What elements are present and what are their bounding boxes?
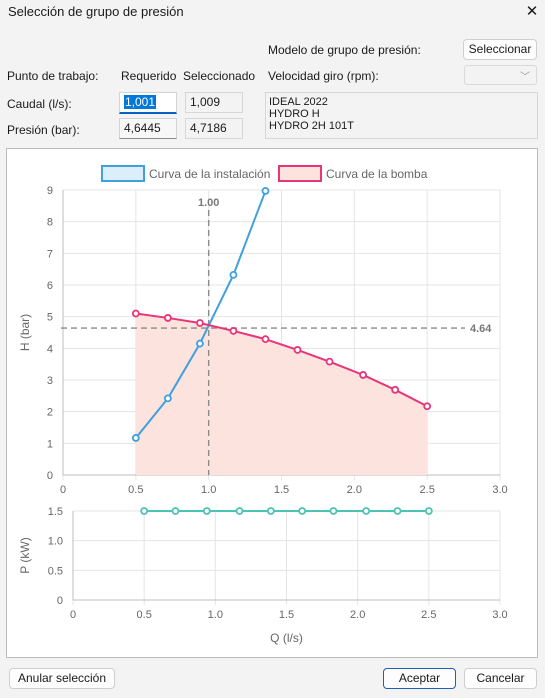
pump-point — [229, 327, 238, 335]
clear-selection-button[interactable]: Anular selección — [9, 668, 115, 689]
y-tick-label: 0.5 — [48, 565, 63, 577]
flow-label: Caudal (l/s): — [7, 97, 72, 111]
pump-point — [163, 314, 172, 322]
x-tick-label: 3.0 — [492, 609, 507, 621]
pump-point — [325, 357, 334, 366]
power-point — [362, 507, 371, 515]
pump-point — [423, 402, 432, 411]
pump-point — [391, 385, 400, 394]
legend-swatch — [278, 165, 322, 182]
select-button[interactable]: Seleccionar — [463, 39, 537, 60]
flow-required-input[interactable]: 1,001 — [119, 92, 177, 114]
x-tick-label: 0 — [70, 609, 76, 621]
x-tick-label: 2.0 — [347, 484, 362, 496]
chart-svg: Curva de la instalación Curva de la bomba… — [18, 165, 508, 645]
pressure-required-input[interactable]: 4,6445 — [119, 118, 177, 139]
pump-curve-line — [135, 312, 428, 408]
x-tick-label: 2.5 — [421, 609, 436, 621]
installation-point — [196, 339, 204, 348]
x-tick-label: 1.0 — [201, 484, 216, 496]
pump-point — [293, 346, 302, 354]
crosshair-y-label: 4.64 — [470, 323, 492, 335]
accept-button[interactable]: Aceptar — [383, 668, 456, 689]
pump-point — [131, 309, 140, 318]
x-tick-label: 0 — [60, 484, 66, 496]
model-label: Modelo de grupo de presión: — [268, 43, 421, 57]
y-tick-label: 0 — [47, 470, 53, 482]
x-tick-label: 0.5 — [137, 609, 152, 621]
cancel-button[interactable]: Cancelar — [464, 668, 537, 689]
crosshair-x-label: 1.00 — [198, 197, 219, 209]
x-tick-label: 1.5 — [279, 609, 294, 621]
x-tick-label: 1.5 — [274, 484, 289, 496]
chart-panel: Curva de la instalación Curva de la bomba… — [6, 148, 538, 658]
y-tick-label: 4 — [47, 343, 53, 355]
pump-point — [359, 371, 367, 379]
y-tick-label: 7 — [47, 248, 53, 260]
installation-point — [163, 394, 172, 403]
model-line: IDEAL 2022 — [269, 96, 328, 108]
y-tick-label: 9 — [47, 185, 53, 197]
close-icon[interactable]: ✕ — [525, 3, 539, 20]
flow-selected-field: 1,009 — [185, 92, 243, 113]
chevron-down-icon: ﹀ — [520, 72, 530, 83]
installation-point — [229, 270, 238, 279]
y-tick-label: 1.0 — [48, 536, 63, 548]
speed-label: Velocidad giro (rpm): — [268, 69, 379, 83]
legend-swatch — [101, 165, 145, 182]
pressure-label: Presión (bar): — [7, 123, 80, 137]
y-tick-label: 3 — [47, 375, 53, 387]
required-header: Requerido — [121, 69, 177, 83]
y-tick-label: 6 — [47, 280, 53, 292]
power-point — [393, 507, 402, 515]
legend-label: Curva de la bomba — [326, 167, 428, 181]
power-point — [266, 507, 275, 515]
power-point — [140, 507, 149, 515]
model-line: HYDRO 2H 101T — [269, 120, 354, 132]
pressure-selected-field: 4,7186 — [185, 118, 243, 139]
y-tick-label: 0 — [57, 595, 63, 607]
model-info-box: IDEAL 2022 HYDRO H HYDRO 2H 101T — [265, 92, 538, 139]
y-axis-label: P (kW) — [18, 537, 32, 573]
installation-point — [131, 434, 140, 442]
x-axis-label: Q (l/s) — [270, 631, 303, 645]
y-tick-label: 1 — [47, 438, 53, 450]
power-point — [298, 507, 307, 515]
window-title: Selección de grupo de presión — [8, 4, 184, 19]
selected-header: Seleccionado — [183, 69, 256, 83]
power-point — [329, 507, 338, 515]
y-tick-label: 8 — [47, 217, 53, 229]
power-point — [235, 507, 244, 515]
power-point — [424, 507, 433, 515]
speed-select[interactable]: ﹀ — [464, 65, 537, 85]
y-tick-label: 2 — [47, 407, 53, 419]
model-line: HYDRO H — [269, 108, 320, 120]
power-point — [171, 507, 180, 515]
x-tick-label: 0.5 — [128, 484, 143, 496]
x-tick-label: 1.0 — [208, 609, 223, 621]
x-tick-label: 3.0 — [492, 484, 507, 496]
power-point — [202, 507, 211, 515]
y-tick-label: 5 — [47, 312, 53, 324]
x-tick-label: 2.5 — [420, 484, 435, 496]
x-tick-label: 2.0 — [350, 609, 365, 621]
legend-label: Curva de la instalación — [149, 167, 270, 181]
work-point-label: Punto de trabajo: — [7, 69, 99, 83]
installation-point — [261, 187, 270, 195]
y-tick-label: 1.5 — [48, 506, 63, 518]
y-axis-label: H (bar) — [18, 314, 32, 351]
pump-point — [261, 335, 270, 344]
flow-required-value: 1,001 — [124, 95, 157, 109]
pump-point — [196, 319, 204, 327]
